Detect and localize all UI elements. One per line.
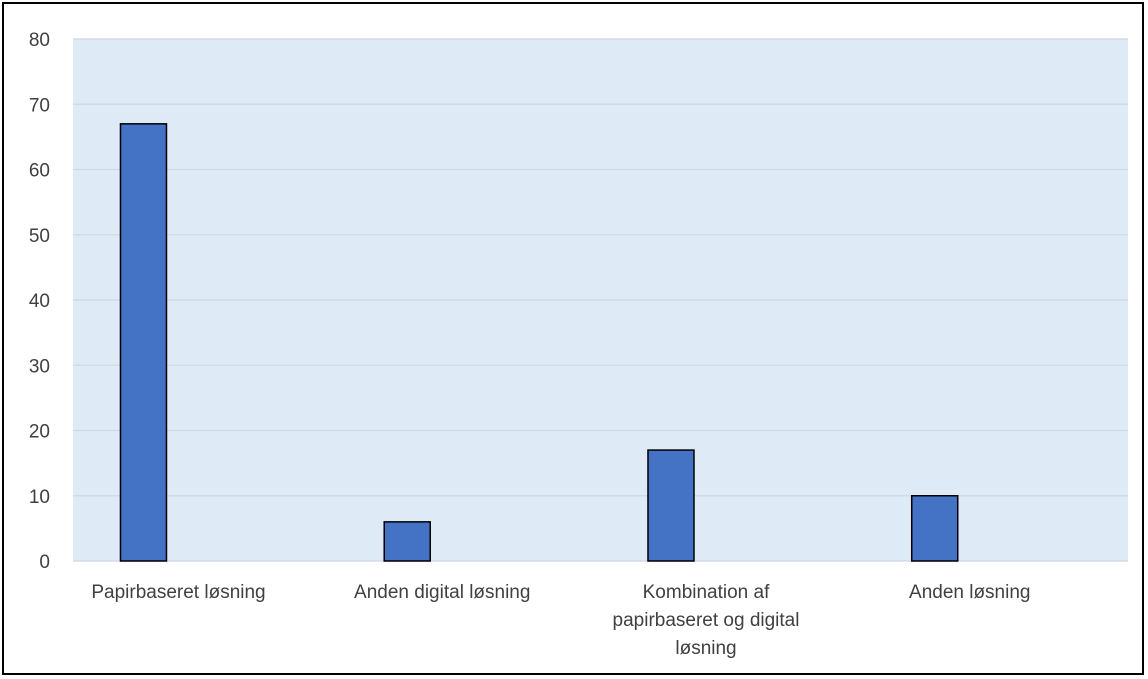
y-tick-label: 20 <box>29 422 50 443</box>
bars <box>119 123 959 562</box>
x-tick-label-line: papirbaseret og digital <box>613 610 800 631</box>
y-tick-label: 0 <box>39 552 50 573</box>
x-tick-label-line: løsning <box>675 638 736 659</box>
y-tick-label: 60 <box>29 161 50 182</box>
y-tick-label: 50 <box>29 226 50 247</box>
x-tick-label: Anden digital løsning <box>354 582 530 603</box>
bar <box>910 495 959 562</box>
x-tick-label: Anden løsning <box>909 582 1030 603</box>
y-tick-label: 10 <box>29 487 50 508</box>
x-axis-labels: Papirbaseret løsning Anden digital løsnin… <box>91 582 1030 659</box>
gridlines <box>73 38 1128 562</box>
x-tick-label: Papirbaseret løsning <box>91 582 265 603</box>
y-tick-label: 80 <box>29 30 50 51</box>
x-tick-label-line: Kombination af <box>643 582 770 603</box>
bar <box>383 521 431 562</box>
y-axis-ticks: 0 10 20 30 40 50 60 70 80 <box>29 30 50 573</box>
x-tick-label-line: Anden digital løsning <box>354 582 530 603</box>
x-tick-label: Kombination af papirbaseret og digital løs… <box>613 582 800 659</box>
x-tick-label-line: Anden løsning <box>909 582 1030 603</box>
y-tick-label: 70 <box>29 95 50 116</box>
y-tick-label: 40 <box>29 291 50 312</box>
bar <box>647 449 695 562</box>
y-tick-label: 30 <box>29 356 50 377</box>
x-tick-label-line: Papirbaseret løsning <box>91 582 265 603</box>
bar <box>119 123 168 562</box>
